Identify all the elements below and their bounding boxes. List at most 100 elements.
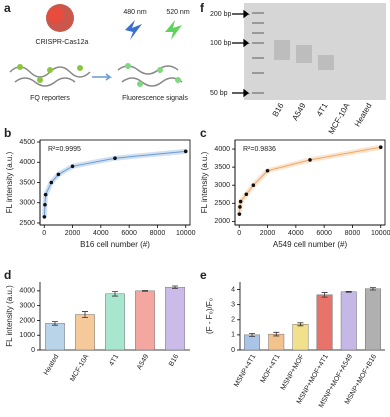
bar xyxy=(292,324,309,351)
signals-icon xyxy=(117,65,183,87)
error-bar xyxy=(142,290,148,292)
error-bar xyxy=(321,292,328,298)
bar xyxy=(165,286,185,351)
point xyxy=(56,172,61,177)
error-bar xyxy=(297,322,304,327)
bar xyxy=(45,323,65,351)
point xyxy=(265,168,270,173)
point xyxy=(251,183,256,188)
gel-smear xyxy=(274,40,334,70)
y-tick-label: 3000 xyxy=(19,302,35,309)
y-tick-label: 1000 xyxy=(19,332,35,339)
fit-band xyxy=(41,148,186,218)
marker-arrow xyxy=(232,38,250,48)
point xyxy=(308,158,312,162)
y-tick-label: 2000 xyxy=(19,317,35,324)
x-tick-label: 0 xyxy=(237,230,241,237)
reporters-label: FQ reporters xyxy=(30,95,70,102)
point xyxy=(183,149,188,154)
lane-label: 4T1 xyxy=(315,101,330,118)
y-tick-label: 4000 xyxy=(19,159,35,166)
x-tick-label: MSNP+4T1 xyxy=(233,353,257,388)
point xyxy=(238,205,242,209)
y-tick-label: 2500 xyxy=(214,200,230,207)
gel-image xyxy=(244,3,386,100)
bar xyxy=(75,314,95,351)
y-axis-label: FL intensity (a.u.) xyxy=(5,285,14,347)
y-tick-label: 3 xyxy=(231,302,235,309)
y-tick-label: 2 xyxy=(231,317,235,324)
point xyxy=(378,145,383,150)
lane-label: A549 xyxy=(290,101,307,122)
annotation: R²=0.9995 xyxy=(48,146,81,153)
enzyme-label: CRISPR-Cas12a xyxy=(36,39,89,46)
panel-label: a xyxy=(4,1,11,15)
y-tick-label: 2500 xyxy=(19,220,35,227)
x-tick-label: 6000 xyxy=(121,230,137,237)
y-tick-label: 3000 xyxy=(214,182,230,189)
x-tick-label: 8000 xyxy=(150,230,166,237)
x-tick-label: MCF-10A xyxy=(69,353,90,383)
y-tick-label: 3500 xyxy=(19,179,35,186)
frame xyxy=(39,139,191,226)
y-tick-label: 3000 xyxy=(19,200,35,207)
y-tick-label: 4000 xyxy=(19,288,35,295)
fit-band xyxy=(236,144,382,215)
x-tick-label: 0 xyxy=(42,230,46,237)
y-tick-label: 0 xyxy=(31,347,35,354)
x-tick-label: 10000 xyxy=(176,230,196,237)
error-bar xyxy=(249,332,256,337)
error-bar xyxy=(345,290,352,293)
marker-arrow xyxy=(232,88,250,98)
marker-label: 200 bp xyxy=(210,11,232,18)
x-tick-label: 2000 xyxy=(65,230,81,237)
point xyxy=(244,192,249,197)
x-tick-label: 8000 xyxy=(345,230,361,237)
y-axis-label: (F - F₀)/F₀ xyxy=(205,298,214,334)
x-axis-label: A549 cell number (#) xyxy=(273,240,348,249)
point xyxy=(237,212,242,216)
x-tick-label: 4T1 xyxy=(108,353,120,367)
x-tick-label: 6000 xyxy=(316,230,332,237)
emission-label: 520 nm xyxy=(166,9,190,16)
bar xyxy=(244,334,261,351)
bar xyxy=(105,293,125,351)
point xyxy=(43,202,47,207)
error-bar xyxy=(112,291,118,297)
error-bar xyxy=(52,321,58,326)
signals-label: Fluorescence signals xyxy=(122,95,188,102)
bar xyxy=(135,290,155,351)
y-tick-label: 4 xyxy=(231,286,235,293)
point xyxy=(238,199,243,204)
enzyme-icon xyxy=(48,7,64,23)
y-tick-label: 4500 xyxy=(19,139,35,146)
point xyxy=(70,164,75,169)
y-tick-label: 2000 xyxy=(214,218,230,225)
excitation-label: 480 nm xyxy=(123,9,147,16)
x-tick-label: B16 xyxy=(168,353,180,367)
fit-line xyxy=(43,150,186,217)
panel-label: d xyxy=(4,268,11,282)
marker-arrow xyxy=(232,9,250,19)
point xyxy=(43,192,48,197)
bar xyxy=(364,288,381,351)
y-axis-label: FL intensity (a.u.) xyxy=(200,151,209,213)
x-tick-label: 4000 xyxy=(288,230,304,237)
error-bar xyxy=(273,331,280,337)
frame xyxy=(234,139,386,226)
point xyxy=(49,180,54,185)
error-bar xyxy=(369,287,376,291)
y-tick-label: 1 xyxy=(231,332,235,339)
y-tick-label: 3500 xyxy=(214,164,230,171)
excitation-icon xyxy=(125,20,142,40)
reporters-icon xyxy=(17,64,83,83)
panel-label: e xyxy=(200,268,207,282)
lane-label: Heated xyxy=(353,102,374,129)
x-tick-label: 2000 xyxy=(260,230,276,237)
marker-label: 50 bp xyxy=(210,90,228,97)
point xyxy=(113,156,117,161)
x-tick-label: Heated xyxy=(43,353,60,376)
annotation: R²=0.9836 xyxy=(243,146,276,153)
